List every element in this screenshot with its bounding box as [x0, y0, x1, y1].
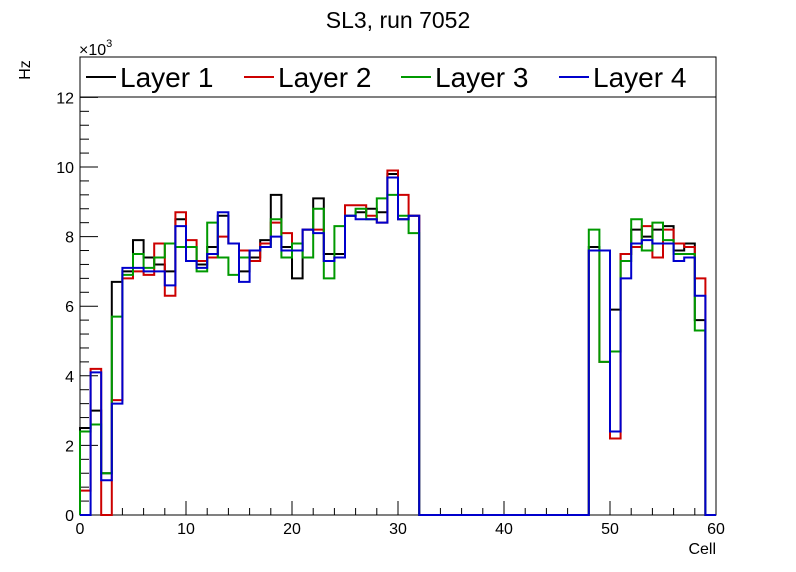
x-tick-label: 40: [495, 521, 513, 538]
legend-box: [79, 56, 717, 98]
y-axis-title-group: Hz: [17, 60, 34, 80]
y-axis-title: Hz: [17, 60, 34, 80]
y-axis-exponent-base: ×10: [79, 42, 106, 59]
y-tick-label: 0: [65, 508, 74, 525]
chart-title: SL3, run 7052: [326, 7, 471, 33]
y-axis-exponent: ×103: [79, 38, 112, 59]
series-line-layer-3: [79, 193, 716, 516]
legend: Layer 1 Layer 2 Layer 3 Layer 4: [79, 56, 717, 98]
y-tick-label: 4: [65, 369, 74, 386]
y-tick-label: 6: [65, 299, 74, 316]
y-axis-exponent-power: 3: [106, 38, 112, 50]
x-tick-label: 50: [601, 521, 619, 538]
x-axis-title: Cell: [688, 541, 716, 558]
y-axis-ticks: 0 2 4 6 8 10 12: [56, 69, 98, 525]
x-tick-label: 0: [76, 521, 85, 538]
x-tick-label: 10: [177, 521, 195, 538]
y-tick-label: 2: [65, 438, 74, 455]
x-tick-label: 60: [707, 521, 725, 538]
x-axis-ticks: 0 10 20 30 40 50 60: [76, 501, 725, 538]
legend-label-layer-2: Layer 2: [278, 62, 371, 93]
series-layer: [79, 169, 716, 516]
x-tick-label: 30: [389, 521, 407, 538]
series-line-layer-4: [80, 176, 716, 516]
legend-label-layer-1: Layer 1: [120, 62, 213, 93]
y-tick-label: 8: [65, 230, 74, 247]
x-tick-label: 20: [283, 521, 301, 538]
legend-entries: Layer 1 Layer 2 Layer 3 Layer 4: [86, 62, 686, 93]
legend-label-layer-3: Layer 3: [435, 62, 528, 93]
y-tick-label: 10: [56, 160, 74, 177]
legend-label-layer-4: Layer 4: [593, 62, 686, 93]
y-tick-label: 12: [56, 90, 74, 107]
